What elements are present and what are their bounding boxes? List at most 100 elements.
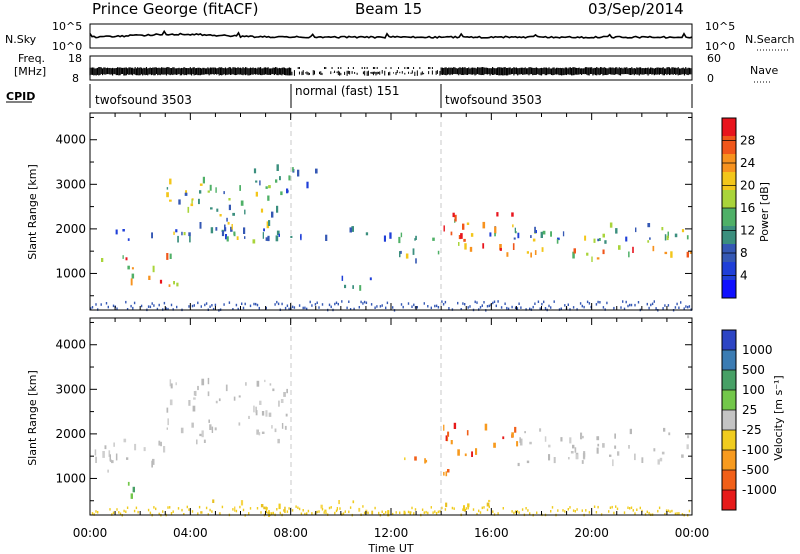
scatter-cell: [437, 510, 440, 514]
scatter-cell: [548, 454, 551, 461]
colorbar-swatch: [722, 410, 736, 431]
scatter-cell: [678, 512, 680, 515]
velocity-xticklabels: 00:00 04:00 08:00 12:00 16:00 20:00 00:00: [73, 526, 710, 540]
scatter-cell: [483, 301, 485, 304]
scatter-cell: [107, 305, 109, 309]
scatter-cell: [585, 509, 587, 512]
scatter-cell: [493, 300, 496, 303]
scatter-cell: [275, 235, 279, 242]
scatter-cell: [185, 190, 187, 194]
scatter-cell: [539, 307, 541, 310]
scatter-cell: [265, 306, 267, 310]
colorbar-tick-label: 100: [742, 383, 765, 397]
scatter-cell: [499, 244, 502, 250]
scatter-cell: [351, 226, 354, 232]
scatter-cell: [259, 180, 261, 186]
noise-left-label: N.Sky: [5, 33, 37, 46]
noise-left-tick-top: 10^5: [52, 20, 82, 33]
scatter-cell: [412, 248, 415, 255]
scatter-cell: [513, 237, 516, 240]
scatter-cell: [414, 508, 417, 511]
scatter-cell: [414, 456, 417, 461]
scatter-cell: [209, 305, 211, 308]
noise-right-tick-bottom: 10^0: [705, 40, 735, 53]
scatter-cell: [151, 460, 153, 468]
scatter-cell: [537, 300, 540, 303]
scatter-cell: [255, 180, 258, 183]
scatter-cell: [286, 388, 288, 394]
scatter-cell: [444, 300, 447, 304]
scatter-cell: [109, 459, 112, 462]
scatter-cell: [198, 505, 201, 509]
scatter-cell: [581, 509, 583, 512]
scatter-cell: [443, 225, 445, 232]
scatter-cell: [576, 308, 578, 311]
scatter-cell: [307, 509, 310, 513]
scatter-cell: [686, 235, 689, 240]
scatter-cell: [518, 511, 520, 514]
scatter-cell: [218, 398, 221, 402]
scatter-cell: [215, 187, 217, 193]
scatter-cell: [379, 305, 382, 308]
scatter-cell: [268, 510, 270, 517]
scatter-cell: [583, 305, 585, 309]
scatter-cell: [560, 437, 563, 442]
scatter-cell: [297, 169, 300, 177]
scatter-cell: [590, 305, 592, 309]
scatter-cell: [464, 243, 467, 250]
scatter-cell: [281, 302, 283, 306]
scatter-cell: [306, 512, 308, 515]
scatter-cell: [494, 226, 497, 234]
y-tick-label: 1000: [55, 266, 86, 280]
scatter-cell: [404, 511, 406, 515]
scatter-cell: [338, 500, 340, 505]
scatter-cell: [580, 432, 583, 440]
x-tick-label: 12:00: [374, 526, 409, 540]
scatter-cell: [659, 457, 663, 462]
noise-panel: N.Sky 10^5 10^0 10^5 10^0 N.Search: [5, 20, 795, 53]
scatter-cell: [306, 181, 309, 189]
scatter-cell: [169, 379, 172, 387]
scatter-cell: [374, 306, 376, 309]
scatter-cell: [383, 235, 386, 242]
scatter-cell: [339, 507, 341, 510]
scatter-cell: [653, 448, 656, 452]
scatter-cell: [457, 301, 459, 305]
scatter-cell: [588, 302, 591, 305]
scatter-cell: [116, 307, 118, 310]
scatter-cell: [116, 508, 118, 511]
scatter-cell: [407, 302, 410, 305]
scatter-cell: [627, 304, 629, 308]
x-tick-label: 16:00: [474, 526, 509, 540]
scatter-cell: [318, 306, 320, 309]
power-xticks: [89, 113, 693, 310]
scatter-cell: [683, 307, 685, 310]
scatter-cell: [202, 176, 205, 184]
scatter-cell: [349, 227, 352, 233]
scatter-cell: [199, 190, 202, 194]
scatter-cell: [572, 306, 575, 309]
scatter-cell: [550, 510, 552, 513]
scatter-cell: [376, 305, 378, 308]
scatter-cell: [441, 506, 443, 510]
scatter-cell: [481, 506, 483, 510]
scatter-cell: [602, 306, 605, 309]
scatter-cell: [629, 507, 631, 510]
scatter-cell: [188, 305, 190, 308]
x-tick-label: 00:00: [73, 526, 108, 540]
scatter-cell: [199, 183, 203, 186]
scatter-cell: [413, 512, 415, 515]
scatter-cell: [525, 507, 527, 510]
scatter-cell: [243, 227, 246, 234]
scatter-cell: [609, 506, 612, 509]
scatter-cell: [264, 379, 266, 383]
scatter-cell: [166, 192, 169, 198]
colorbar-tick-label: -25: [742, 423, 762, 437]
scatter-cell: [104, 445, 107, 450]
scatter-cell: [300, 235, 302, 239]
scatter-cell: [569, 437, 572, 444]
power-colorbar-label: Power [dB]: [758, 182, 771, 242]
scatter-cell: [180, 427, 184, 434]
scatter-cell: [107, 469, 109, 473]
scatter-cell: [488, 304, 490, 308]
